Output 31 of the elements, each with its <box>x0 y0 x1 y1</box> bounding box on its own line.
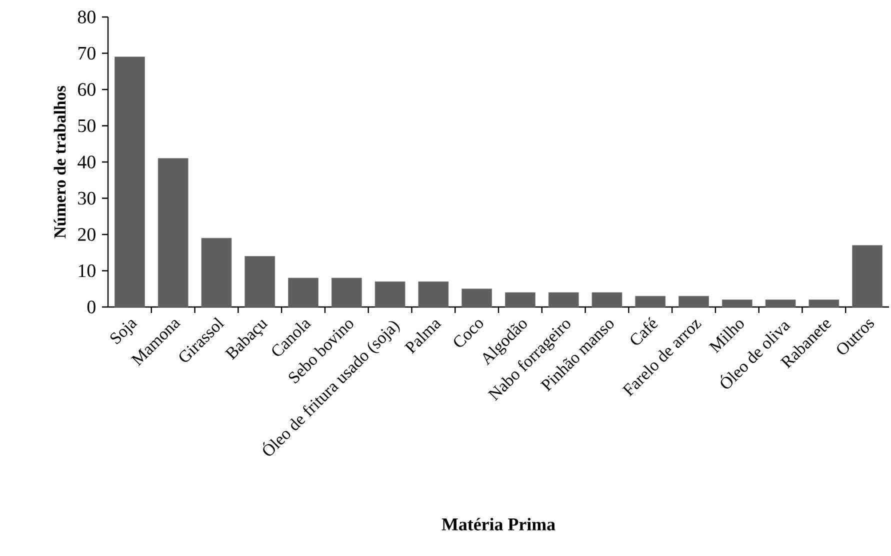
y-tick-label: 40 <box>78 156 96 168</box>
x-tick-label: Café <box>630 316 658 345</box>
bar <box>244 256 276 308</box>
bar <box>418 281 449 308</box>
bar <box>158 158 188 308</box>
y-tick-label: 0 <box>87 300 96 314</box>
bar <box>678 296 709 308</box>
y-tick-label: 80 <box>78 10 96 24</box>
bar <box>201 238 232 308</box>
y-tick-label: 30 <box>78 192 96 205</box>
bar <box>722 300 752 308</box>
bar <box>548 292 579 308</box>
x-tick-label: Coco <box>454 320 484 347</box>
bar <box>808 300 840 308</box>
y-tick-label: 10 <box>78 264 96 278</box>
x-axis-title: Matéria Prima <box>442 518 556 530</box>
bar <box>462 288 492 308</box>
bar <box>374 281 406 308</box>
y-tick-label: 70 <box>78 46 96 60</box>
bar <box>635 296 666 308</box>
bar <box>505 292 536 308</box>
y-axis-title: Número de trabalhos <box>54 86 66 238</box>
bar <box>288 278 318 308</box>
bar <box>592 292 622 308</box>
bar <box>331 278 362 308</box>
bar <box>765 300 796 308</box>
bar <box>852 245 883 308</box>
y-tick-label: 20 <box>78 228 96 241</box>
y-tick-label: 50 <box>78 119 96 132</box>
y-tick-label: 60 <box>78 83 96 96</box>
bar <box>114 56 145 308</box>
